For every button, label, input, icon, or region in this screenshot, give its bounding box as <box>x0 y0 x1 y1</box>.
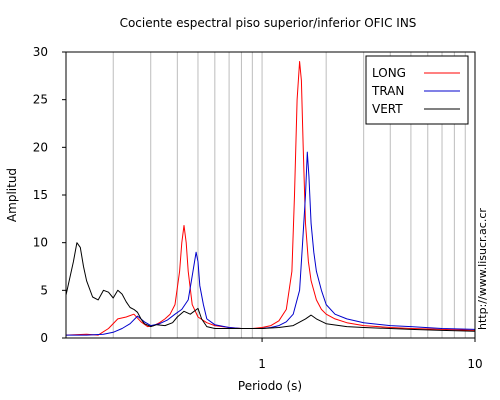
series-line-vert <box>65 242 476 332</box>
legend-label-vert: VERT <box>372 102 403 116</box>
legend-label-tran: TRAN <box>371 84 404 98</box>
source-url: http://www.lisucr.ac.cr <box>476 208 489 330</box>
series-line-tran <box>66 151 476 336</box>
legend-label-long: LONG <box>372 66 406 80</box>
legend: LONG TRAN VERT <box>365 55 469 125</box>
x-ticks: 1 10 <box>258 338 483 371</box>
y-tick-label: 20 <box>33 140 48 154</box>
y-ticks: 0 5 10 15 20 25 30 <box>33 45 66 345</box>
legend-box <box>365 55 469 125</box>
x-axis-label: Periodo (s) <box>238 379 302 393</box>
y-axis-label: Amplitud <box>5 168 19 222</box>
y-tick-label: 25 <box>33 93 48 107</box>
y-tick-label: 15 <box>33 188 48 202</box>
y-tick-label: 30 <box>33 45 48 59</box>
chart-title: Cociente espectral piso superior/inferio… <box>120 16 417 30</box>
y-tick-label: 5 <box>40 283 48 297</box>
series-layer <box>65 61 476 336</box>
x-tick-label: 1 <box>258 357 266 371</box>
y-tick-label: 10 <box>33 236 48 250</box>
x-tick-label: 10 <box>467 357 482 371</box>
y-tick-label: 0 <box>40 331 48 345</box>
